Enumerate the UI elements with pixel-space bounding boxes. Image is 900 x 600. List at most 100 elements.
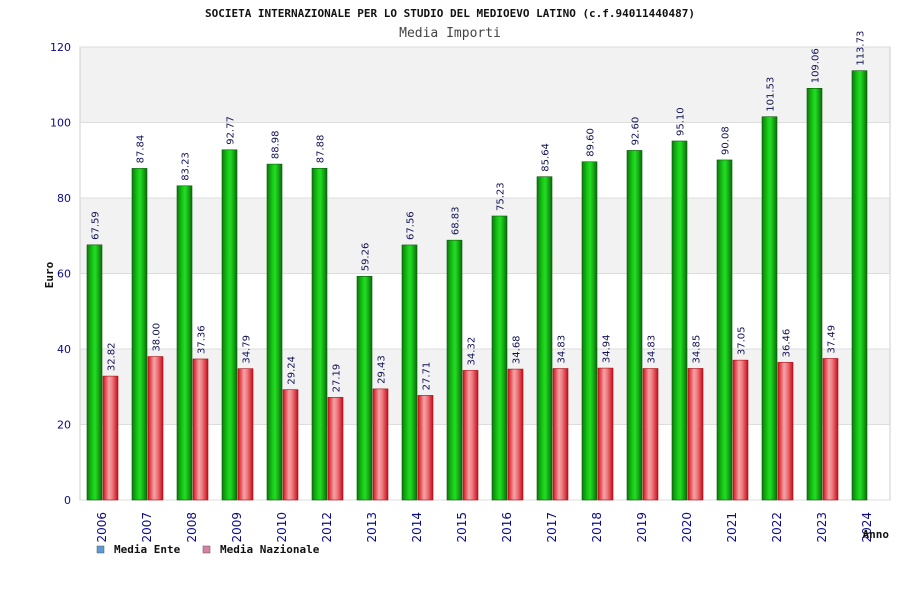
data-label: 59.26	[361, 243, 372, 272]
data-label: 101.53	[766, 77, 777, 112]
bar-media-nazionale-2022	[777, 362, 794, 501]
bar-media-ente-2007	[131, 168, 148, 501]
x-tick-label: 2022	[770, 512, 784, 543]
data-label: 92.77	[226, 116, 237, 145]
x-tick-label: 2023	[815, 512, 829, 543]
grid-band	[80, 349, 890, 425]
data-label: 34.83	[647, 335, 658, 364]
bar-media-ente-2021	[716, 159, 733, 501]
data-label: 89.60	[586, 128, 597, 157]
data-label: 88.98	[271, 130, 282, 159]
bar-media-nazionale-2023	[822, 358, 839, 501]
data-label: 95.10	[676, 107, 687, 136]
bar-media-ente-2013	[356, 275, 373, 501]
grid-band	[80, 122, 890, 198]
bar-media-ente-2016	[491, 215, 508, 501]
x-tick-label: 2010	[275, 512, 289, 543]
bar-media-nazionale-2017	[552, 368, 569, 501]
x-tick-label: 2015	[455, 512, 469, 543]
data-label: 92.60	[631, 117, 642, 146]
data-label: 87.84	[136, 135, 147, 164]
data-label: 29.43	[377, 355, 388, 384]
legend-swatch	[96, 545, 105, 554]
bar-media-ente-2023	[806, 87, 823, 501]
data-label: 34.85	[692, 335, 703, 364]
data-label: 67.56	[406, 211, 417, 240]
bar-media-ente-2020	[671, 140, 688, 501]
x-tick-label: 2018	[590, 512, 604, 543]
data-label: 36.46	[782, 329, 793, 358]
data-label: 32.82	[107, 342, 118, 371]
grid-band	[80, 47, 890, 123]
data-label: 113.73	[856, 31, 867, 66]
bar-media-ente-2024	[851, 70, 868, 501]
x-axis-ticks: 2006 2007 2008 2009 2010 2012 2013 2014 2015 2016…	[95, 512, 874, 543]
data-label: 83.23	[181, 152, 192, 181]
bar-media-ente-2022	[761, 116, 778, 501]
y-tick-label: 40	[57, 343, 71, 356]
bar-media-nazionale-2021	[732, 359, 749, 501]
data-label: 37.36	[197, 325, 208, 354]
data-label: 87.88	[316, 135, 327, 164]
data-label: 85.64	[541, 143, 552, 172]
x-tick-label: 2024	[860, 512, 874, 543]
x-tick-label: 2016	[500, 512, 514, 543]
x-tick-label: 2021	[725, 512, 739, 543]
grid-lines	[80, 46, 890, 501]
data-label: 38.00	[152, 323, 163, 352]
legend-label: Media Nazionale	[220, 543, 320, 556]
y-tick-label: 80	[57, 192, 71, 205]
bars	[86, 70, 868, 501]
grid-band	[80, 198, 890, 274]
x-tick-label: 2012	[320, 512, 334, 543]
bar-media-nazionale-2006	[102, 375, 119, 501]
y-tick-label: 60	[57, 268, 71, 281]
bar-media-ente-2008	[176, 185, 193, 501]
x-tick-label: 2014	[410, 512, 424, 543]
x-tick-label: 2008	[185, 512, 199, 543]
data-label: 75.23	[496, 182, 507, 211]
bar-media-nazionale-2008	[192, 358, 209, 501]
bar-media-ente-2019	[626, 150, 643, 501]
x-tick-label: 2020	[680, 512, 694, 543]
data-label: 27.19	[332, 364, 343, 393]
y-tick-label: 120	[50, 41, 71, 54]
bar-media-nazionale-2015	[462, 370, 479, 501]
x-axis-label: Anno	[863, 528, 890, 541]
y-tick-label: 100	[50, 117, 71, 130]
bar-media-nazionale-2012	[327, 397, 344, 501]
bar-media-nazionale-2010	[282, 389, 299, 501]
bar-media-ente-2018	[581, 161, 598, 501]
x-tick-label: 2017	[545, 512, 559, 543]
data-label: 34.79	[242, 335, 253, 364]
data-labels: 67.59 32.82 87.84 38.00 83.23 37.36 92.77 34.79…	[91, 31, 867, 393]
bar-media-ente-2017	[536, 176, 553, 501]
data-label: 37.05	[737, 326, 748, 355]
x-tick-label: 2019	[635, 512, 649, 543]
data-label: 109.06	[811, 48, 822, 83]
legend-swatch	[202, 545, 211, 554]
data-label: 34.32	[467, 337, 478, 366]
bar-media-nazionale-2007	[147, 356, 164, 501]
plot-background	[79, 46, 891, 501]
bar-media-ente-2015	[446, 239, 463, 501]
data-label: 90.08	[721, 126, 732, 155]
bar-media-ente-2010	[266, 163, 283, 501]
grid-band	[80, 273, 890, 349]
chart-title: SOCIETA INTERNAZIONALE PER LO STUDIO DEL…	[205, 7, 695, 20]
y-axis-label: Euro	[43, 261, 56, 288]
bar-media-nazionale-2014	[417, 395, 434, 501]
bar-media-nazionale-2016	[507, 368, 524, 501]
bar-media-ente-2014	[401, 244, 418, 501]
data-label: 34.94	[602, 334, 613, 363]
data-label: 29.24	[287, 356, 298, 385]
x-tick-label: 2013	[365, 512, 379, 543]
chart-subtitle: Media Importi	[399, 26, 501, 41]
legend-label: Media Ente	[114, 543, 181, 556]
x-tick-label: 2006	[95, 512, 109, 543]
x-tick-label: 2009	[230, 512, 244, 543]
bar-media-ente-2009	[221, 149, 238, 501]
bar-media-ente-2006	[86, 244, 103, 501]
bar-media-nazionale-2019	[642, 368, 659, 501]
